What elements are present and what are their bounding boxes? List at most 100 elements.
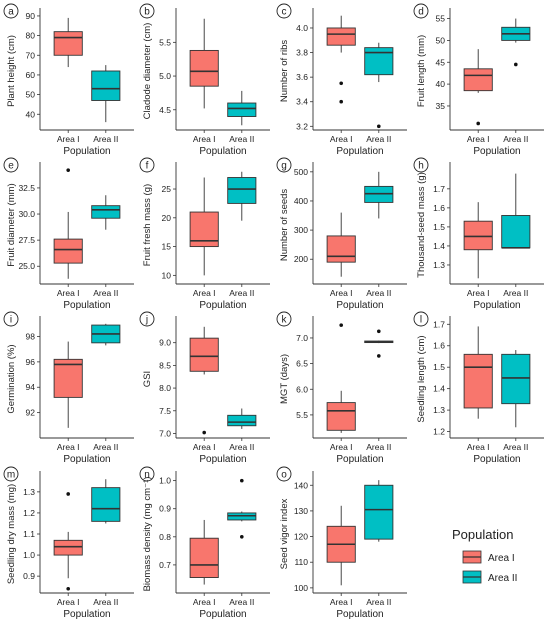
x-axis-label: Population — [199, 609, 246, 620]
y-tick-label: 1.0 — [159, 476, 171, 486]
y-tick-label: 92 — [26, 408, 36, 418]
box-body — [91, 487, 121, 522]
panel-letter-text: a — [8, 7, 14, 18]
x-tick-label: Area II — [229, 134, 254, 144]
x-axis-label: Population — [473, 454, 520, 465]
panel-g: g 200 300 400 500 Number of seeds Area I Area I… — [276, 157, 407, 311]
x-tick-label: Area I — [330, 288, 353, 298]
box-body — [227, 102, 257, 117]
outlier-point — [339, 323, 344, 327]
y-tick-label: 4.5 — [159, 105, 171, 115]
y-tick-label: 1.7 — [433, 184, 445, 194]
box-area-i — [326, 323, 356, 433]
panel-letter-k: k — [276, 311, 292, 327]
x-tick-label: Area I — [330, 597, 353, 607]
y-tick-label: 30.0 — [18, 209, 35, 219]
y-tick-label: 130 — [294, 506, 308, 516]
x-tick-label: Area II — [366, 442, 391, 452]
box-area-i — [189, 326, 219, 435]
legend-label-area-i: Area I — [488, 553, 515, 564]
x-tick-label: Area I — [193, 597, 216, 607]
box-body — [189, 537, 219, 578]
box-area-i — [326, 212, 356, 277]
box-area-ii — [91, 323, 121, 346]
box-area-ii — [227, 408, 257, 429]
box-area-i — [326, 505, 356, 586]
panel-f: f 10 15 20 25 Fruit fresh mass (g) Area I Area … — [139, 157, 270, 311]
panel-o: o 100 110 120 130 140 Seed vigor index Area I Ar… — [276, 466, 407, 620]
box-body — [463, 220, 493, 251]
x-axis-label: Population — [336, 300, 383, 311]
y-tick-label: 6.5 — [296, 359, 308, 369]
y-tick-label: 25 — [162, 184, 172, 194]
x-axis-label: Population — [63, 146, 110, 157]
y-axis-label: GSI — [142, 371, 153, 387]
panel-letter-b: b — [139, 3, 155, 19]
panel-letter-text: e — [8, 161, 14, 172]
y-tick-label: 1.4 — [433, 384, 445, 394]
y-axis-label: Biomass density (mg cm⁻¹) — [142, 477, 153, 592]
panel-l: l 1.2 1.3 1.4 1.5 1.6 1.7 Seedling length (cm) A… — [413, 311, 544, 465]
box-area-i — [463, 326, 493, 419]
panel-m: m 0.9 1.0 1.1 1.2 1.3 Seedling dry mass (mg) Ar… — [3, 466, 134, 620]
box-area-ii — [227, 478, 257, 539]
panel-i: i 92 94 96 98 Germination (%) Area I Area II Pop… — [3, 311, 134, 465]
box-body — [91, 205, 121, 219]
box-body — [501, 215, 531, 249]
y-tick-label: 3.4 — [296, 97, 308, 107]
y-axis-label: Seedling length (cm) — [416, 335, 427, 422]
x-axis-label: Population — [63, 454, 110, 465]
panel-d: d 35 40 45 50 55 Fruit length (mm) Area I Area I… — [413, 3, 544, 157]
y-tick-label: 7.0 — [159, 428, 171, 438]
y-tick-label: 3.6 — [296, 72, 308, 82]
y-axis-label: Fruit length (mm) — [416, 35, 427, 107]
box-area-i — [326, 15, 356, 104]
y-tick-label: 1.3 — [433, 405, 445, 415]
y-tick-label: 8.5 — [159, 360, 171, 370]
panel-letter-text: i — [10, 315, 12, 326]
y-tick-label: 6.0 — [296, 384, 308, 394]
y-axis-label: Number of ribs — [279, 40, 290, 103]
y-tick-label: 94 — [26, 382, 36, 392]
x-tick-label: Area II — [366, 288, 391, 298]
y-tick-label: 25.0 — [18, 261, 35, 271]
box-area-i — [463, 49, 493, 126]
y-tick-label: 20 — [162, 213, 172, 223]
y-axis-label: Germination (%) — [6, 344, 17, 413]
panel-letter-text: c — [282, 7, 287, 18]
panel-letter-c: c — [276, 3, 292, 19]
y-tick-label: 0.9 — [23, 571, 35, 581]
x-tick-label: Area I — [330, 134, 353, 144]
panel-letter-text: j — [145, 315, 148, 326]
x-tick-label: Area I — [193, 442, 216, 452]
box-body — [53, 539, 83, 556]
panels-group: a 40 50 60 70 80 90 Plant height (cm) Area I Area… — [3, 3, 544, 620]
y-tick-label: 1.4 — [433, 241, 445, 251]
panel-letter-n: n — [139, 466, 155, 482]
y-tick-label: 98 — [26, 331, 36, 341]
panel-letter-text: l — [420, 315, 422, 326]
y-tick-label: 96 — [26, 357, 36, 367]
y-tick-label: 4.0 — [296, 23, 308, 33]
x-tick-label: Area II — [366, 597, 391, 607]
y-tick-label: 90 — [26, 11, 36, 21]
legend-label-area-ii: Area II — [488, 573, 517, 584]
panel-letter-h: h — [413, 157, 429, 173]
y-tick-label: 100 — [294, 583, 308, 593]
outlier-point — [66, 492, 70, 496]
box-body — [53, 238, 83, 264]
y-tick-label: 3.2 — [296, 121, 308, 131]
y-tick-label: 400 — [294, 196, 308, 206]
y-tick-label: 60 — [26, 70, 36, 80]
y-tick-label: 140 — [294, 480, 308, 490]
x-axis-label: Population — [336, 146, 383, 157]
y-tick-label: 10 — [162, 270, 172, 280]
outlier-point — [66, 168, 70, 172]
box-area-i — [189, 177, 219, 276]
box-area-i — [53, 17, 83, 68]
x-tick-label: Area II — [93, 597, 118, 607]
panel-letter-l: l — [413, 311, 429, 327]
x-axis-label: Population — [63, 609, 110, 620]
x-tick-label: Area II — [503, 134, 528, 144]
x-axis-label: Population — [473, 146, 520, 157]
